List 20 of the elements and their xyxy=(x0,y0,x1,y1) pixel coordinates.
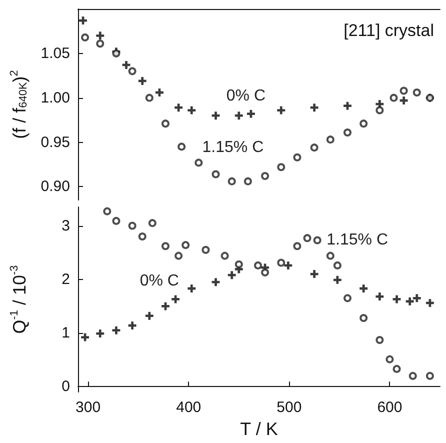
x-tick-label: 500 xyxy=(276,399,302,416)
series-label: 1.15% C xyxy=(202,138,264,156)
y-tick-label: 0.95 xyxy=(40,134,70,151)
annotation: [211] crystal xyxy=(344,21,434,40)
y-tick-label: 3 xyxy=(62,217,70,234)
y-tick-label: 0.90 xyxy=(40,178,70,196)
series-label: 0% C xyxy=(226,87,266,104)
x-tick-label: 600 xyxy=(377,399,402,416)
x-tick-label: 300 xyxy=(76,399,101,416)
y-axis-title: (f / f640K)2 xyxy=(8,70,30,139)
y-axis-title: Q-1 / 10-3 xyxy=(8,265,30,334)
y-tick-label: 1 xyxy=(62,324,70,342)
y-tick-label: 1.00 xyxy=(40,89,70,106)
x-tick-label: 400 xyxy=(176,399,202,416)
y-tick-label: 0 xyxy=(62,378,70,396)
y-tick-label: 2 xyxy=(62,270,70,288)
x-axis-title: T / K xyxy=(240,419,278,439)
series-label: 1.15% C xyxy=(326,232,388,249)
y-tick-label: 1.05 xyxy=(40,44,70,62)
series-label: 0% C xyxy=(140,272,179,290)
